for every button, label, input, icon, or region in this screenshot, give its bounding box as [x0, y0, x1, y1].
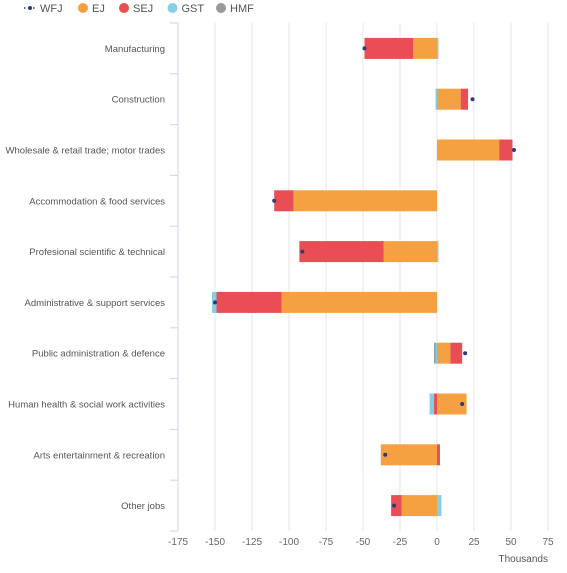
bar-sej-human-health-social-work-activities[interactable]: [434, 393, 437, 415]
legend-symbol-gst: [167, 3, 178, 13]
category-label-arts-entertainment-recreation: Arts entertainment & recreation: [34, 450, 165, 461]
x-tick-label-175: -175: [168, 537, 188, 548]
category-label-public-administration-defence: Public administration & defence: [32, 349, 165, 360]
point-wfj-construction[interactable]: [470, 97, 475, 102]
legend-label-hmf: HMF: [230, 3, 254, 15]
bar-ej-wholesale-retail-trade-motor-trades[interactable]: [437, 139, 500, 161]
bar-ej-other-jobs[interactable]: [401, 495, 437, 517]
legend-symbol-ej: [78, 3, 88, 13]
x-tick-label-75: 75: [542, 537, 554, 548]
wfj-markers: [213, 46, 516, 508]
category-label-wholesale-retail-trade-motor-trades: Wholesale & retail trade; motor trades: [6, 146, 166, 157]
legend-label-wfj: WFJ: [40, 3, 63, 15]
bars: [212, 37, 513, 517]
bar-sej-wholesale-retail-trade-motor-trades[interactable]: [499, 139, 513, 161]
category-label-administrative-support-services: Administrative & support services: [25, 298, 166, 309]
bar-hmf-public-administration-defence[interactable]: [434, 342, 436, 364]
legend-item-hmf[interactable]: HMF: [216, 3, 254, 15]
bar-ej-construction[interactable]: [437, 88, 461, 110]
bar-sej-administrative-support-services[interactable]: [216, 291, 282, 313]
x-tick-label-100: -100: [279, 537, 299, 548]
legend-item-ej[interactable]: EJ: [78, 3, 105, 15]
bar-gst-public-administration-defence[interactable]: [435, 342, 437, 364]
legend-marker-wfj: [28, 6, 32, 10]
bar-ej-arts-entertainment-recreation[interactable]: [380, 444, 437, 466]
bar-sej-arts-entertainment-recreation[interactable]: [437, 444, 440, 466]
legend-item-wfj[interactable]: WFJ: [24, 3, 63, 15]
legend: WFJ EJ SEJ GST HMF: [24, 3, 254, 15]
bar-ej-accommodation-food-services[interactable]: [293, 190, 437, 212]
x-tick-label-0: 0: [434, 537, 440, 548]
x-axis: -175 -150 -125 -100 -75 -50 -25 0 25 50 75 Thousand…: [168, 537, 554, 565]
bar-sej-public-administration-defence[interactable]: [450, 342, 463, 364]
bar-ej-administrative-support-services[interactable]: [281, 291, 437, 313]
bar-ej-manufacturing[interactable]: [413, 37, 437, 59]
category-label-manufacturing: Manufacturing: [105, 44, 165, 55]
x-tick-label-50: -50: [356, 537, 371, 548]
bar-sej-construction[interactable]: [460, 88, 469, 110]
bar-sej-profesional-scientific-technical[interactable]: [299, 241, 384, 263]
point-wfj-manufacturing[interactable]: [362, 46, 367, 51]
bar-sej-accommodation-food-services[interactable]: [274, 190, 294, 212]
x-tick-label-25: -25: [393, 537, 408, 548]
bar-sej-manufacturing[interactable]: [364, 37, 414, 59]
point-wfj-public-administration-defence[interactable]: [463, 351, 468, 356]
category-label-accommodation-food-services: Accommodation & food services: [29, 196, 165, 207]
bar-ej-public-administration-defence[interactable]: [437, 342, 451, 364]
point-wfj-arts-entertainment-recreation[interactable]: [383, 452, 388, 457]
legend-label-ej: EJ: [92, 3, 105, 15]
bar-gst-manufacturing[interactable]: [437, 37, 439, 59]
bar-ej-profesional-scientific-technical[interactable]: [383, 241, 437, 263]
x-axis-title: Thousands: [499, 554, 548, 565]
bar-gst-construction[interactable]: [435, 88, 437, 110]
category-label-human-health-social-work-activities: Human health & social work activities: [8, 400, 165, 411]
point-wfj-other-jobs[interactable]: [392, 503, 397, 508]
point-wfj-profesional-scientific-technical[interactable]: [300, 249, 305, 254]
x-tick-label-125: -125: [242, 537, 262, 548]
x-tick-label-25: 25: [468, 537, 480, 548]
bar-sej-other-jobs[interactable]: [391, 495, 402, 517]
point-wfj-administrative-support-services[interactable]: [213, 300, 217, 305]
category-label-profesional-scientific-technical: Profesional scientific & technical: [29, 247, 165, 258]
legend-symbol-hmf: [216, 3, 226, 13]
point-wfj-wholesale-retail-trade-motor-trades[interactable]: [511, 148, 516, 152]
legend-item-gst[interactable]: GST: [167, 3, 205, 15]
y-axis: Manufacturing Construction Wholesale & ret…: [6, 22, 179, 532]
bar-gst-human-health-social-work-activities[interactable]: [429, 393, 435, 415]
gridlines: [214, 23, 549, 531]
bar-gst-other-jobs[interactable]: [437, 495, 442, 517]
bar-ej-human-health-social-work-activities[interactable]: [437, 393, 467, 415]
x-tick-label-75: -75: [319, 537, 334, 548]
legend-item-sej[interactable]: SEJ: [119, 3, 153, 15]
x-tick-label-50: 50: [505, 537, 517, 548]
legend-symbol-sej: [119, 3, 129, 13]
x-tick-label-150: -150: [205, 537, 225, 548]
category-label-construction: Construction: [112, 95, 165, 106]
point-wfj-human-health-social-work-activities[interactable]: [460, 402, 465, 406]
point-wfj-accommodation-food-services[interactable]: [272, 198, 277, 203]
category-label-other-jobs: Other jobs: [121, 501, 165, 512]
legend-label-sej: SEJ: [133, 3, 153, 15]
bar-gst-profesional-scientific-technical[interactable]: [437, 241, 439, 263]
legend-label-gst: GST: [182, 3, 205, 15]
